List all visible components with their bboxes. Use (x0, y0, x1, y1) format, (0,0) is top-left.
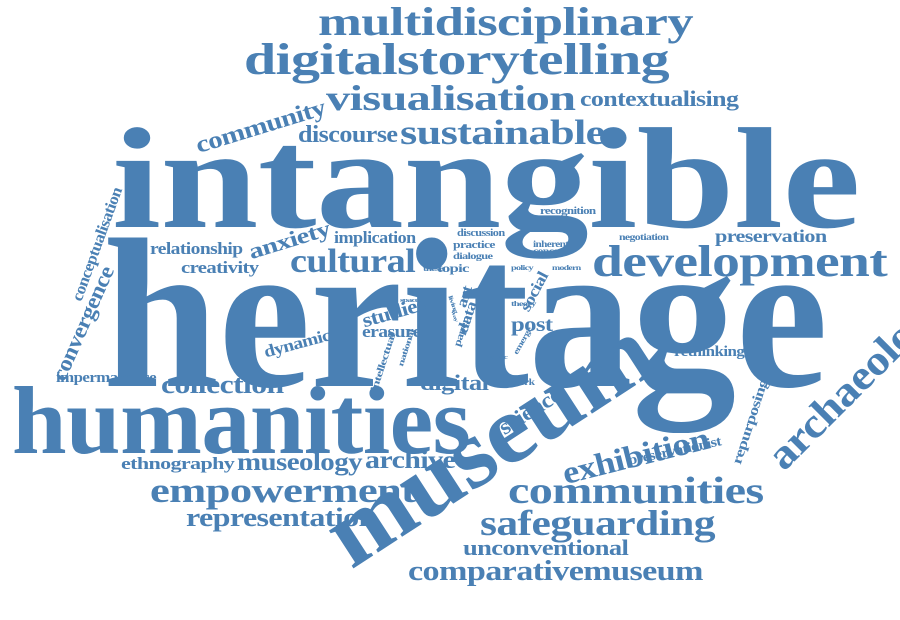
word-unconventional: unconventional (463, 535, 629, 560)
word-multidisciplinary: multidisciplinary (318, 0, 694, 44)
word-cultural: cultural (290, 243, 416, 280)
word-archive: archive (365, 447, 456, 474)
word-humanities: humanities (12, 367, 471, 474)
word-negotiation: negotiation (619, 232, 669, 242)
word-theory: theory (511, 300, 536, 308)
word-comparativemuseum: comparativemuseum (408, 556, 703, 587)
word-empowerment: empowerment (150, 471, 416, 510)
word-sustainable: sustainable (400, 113, 605, 152)
word-visualisation: visualisation (326, 78, 576, 118)
word-digitalstorytelling: digitalstorytelling (244, 35, 670, 84)
word-thesis: thesis (423, 265, 445, 273)
word-development: development (592, 237, 888, 286)
word-heritage: heritage (103, 196, 828, 433)
word-museology: museology (237, 449, 363, 476)
word-inherent: inherent (533, 239, 569, 249)
word-intangible: intangible (112, 100, 861, 259)
word-fieldwork: fieldwork (493, 377, 535, 387)
word-digital: digital (420, 370, 489, 395)
word-communities: communities (508, 470, 764, 512)
word-topic: topic (437, 261, 469, 275)
word-representation: representation (186, 503, 376, 532)
word-policy: policy (511, 264, 534, 272)
word-concept: concept (533, 246, 568, 256)
word-relationship: relationship (150, 239, 243, 258)
word-safeguarding: safeguarding (480, 503, 716, 543)
word-post: post (511, 314, 553, 336)
word-rethinking: rethinking (674, 344, 745, 360)
word-recognition: recognition (540, 206, 596, 217)
word-erasure: erasure (362, 322, 422, 341)
word-discourse: discourse (298, 122, 398, 148)
word-creativity: creativity (181, 258, 259, 277)
word-space: space (400, 298, 419, 304)
word-implication: implication (334, 228, 416, 247)
word-discussion: discussion (457, 227, 505, 239)
word-modern: modern (552, 264, 581, 272)
word-ethnography: ethnography (121, 454, 235, 473)
word-collection: collection (161, 370, 284, 399)
word-contextualising: contextualising (580, 86, 739, 111)
word-politic: politic (487, 355, 508, 361)
word-dialogue: dialogue (453, 251, 493, 261)
word-preservation: preservation (715, 226, 827, 246)
word-impermanence: impermanence (56, 370, 157, 386)
word-practice: practice (453, 239, 495, 251)
